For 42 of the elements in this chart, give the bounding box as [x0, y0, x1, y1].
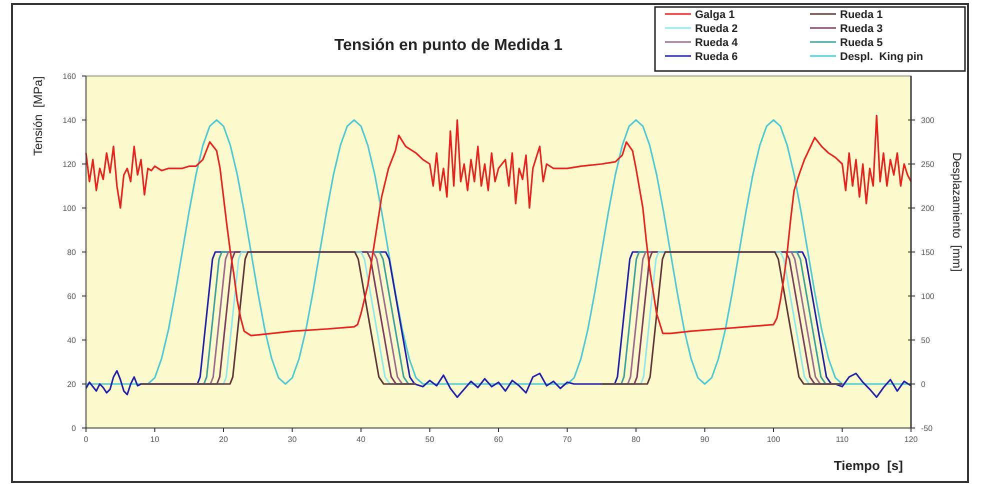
y-axis-title: Tensión [MPa] — [31, 76, 45, 156]
x-axis-title: Tiempo [s] — [834, 458, 903, 473]
y-tick-label: 20 — [67, 380, 77, 389]
x-tick-label: 50 — [425, 435, 435, 444]
x-tick-label: 60 — [494, 435, 504, 444]
y2-tick-label: 200 — [921, 204, 935, 213]
x-tick-label: 40 — [356, 435, 366, 444]
legend-label: Rueda 5 — [840, 37, 883, 49]
y-tick-label: 120 — [62, 160, 77, 169]
y2-tick-label: 300 — [921, 116, 935, 125]
legend-label: Rueda 4 — [695, 37, 739, 49]
legend-label: Galga 1 — [695, 9, 735, 21]
y2-tick-label: 0 — [921, 380, 926, 389]
legend-label: Despl. King pin — [840, 51, 924, 63]
y-tick-label: 40 — [67, 336, 77, 345]
y-tick-label: 80 — [67, 248, 77, 257]
x-tick-label: 30 — [288, 435, 298, 444]
legend-label: Rueda 6 — [695, 51, 738, 63]
y2-tick-label: 250 — [921, 160, 935, 169]
y-tick-label: 160 — [62, 72, 77, 81]
y2-tick-label: 100 — [921, 292, 935, 301]
x-tick-label: 20 — [219, 435, 228, 444]
chart-title: Tensión en punto de Medida 1 — [334, 37, 563, 54]
x-tick-label: 110 — [836, 435, 850, 444]
y2-tick-label: 150 — [921, 248, 935, 257]
x-tick-label: 120 — [904, 435, 918, 444]
y2-axis-title: Desplazamiento [mm] — [950, 152, 964, 272]
y2-tick-label: -50 — [921, 424, 934, 433]
x-tick-label: 90 — [700, 435, 710, 444]
legend-label: Rueda 1 — [840, 9, 883, 21]
y-tick-label: 140 — [62, 116, 77, 125]
x-tick-label: 100 — [766, 435, 781, 444]
legend-label: Rueda 3 — [840, 23, 883, 35]
legend-label: Rueda 2 — [695, 23, 738, 35]
y2-tick-label: 50 — [921, 336, 930, 345]
y-tick-label: 0 — [72, 424, 77, 433]
x-tick-label: 0 — [84, 435, 89, 444]
x-tick-label: 70 — [562, 435, 572, 444]
y-tick-label: 100 — [62, 204, 77, 213]
y-tick-label: 60 — [67, 292, 77, 301]
x-tick-label: 80 — [632, 435, 641, 444]
x-tick-label: 10 — [150, 435, 160, 444]
